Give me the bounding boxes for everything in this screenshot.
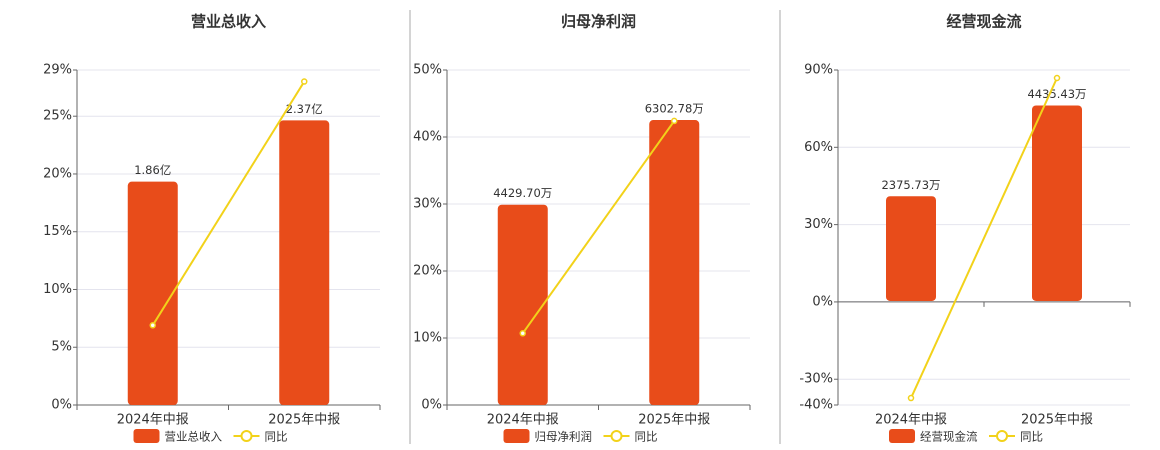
line	[521, 120, 676, 334]
legend-label: 同比	[1020, 430, 1043, 444]
x-tick-label: 2025年中报	[638, 413, 710, 428]
x-tick-label: 2024年中报	[117, 413, 189, 428]
bar	[886, 196, 936, 301]
legend-swatch	[133, 429, 160, 443]
bar	[127, 181, 178, 405]
line	[910, 77, 1058, 399]
line-point	[519, 330, 526, 337]
x-tick-label: 2025年中报	[268, 413, 340, 428]
y-tick-label: -40%	[799, 398, 833, 413]
legend-label: 经营现金流	[920, 430, 978, 444]
y-tick-label: 30%	[413, 197, 442, 212]
line-point	[149, 322, 156, 329]
legend-swatch	[610, 430, 623, 442]
line	[151, 81, 306, 326]
y-tick-label: 15%	[43, 224, 72, 239]
y-tick-label: 29%	[43, 63, 72, 78]
y-tick-label: 40%	[413, 130, 442, 145]
chart-title: 营业总收入	[191, 13, 266, 31]
y-tick-label: -30%	[799, 372, 833, 387]
x-tick-label: 2024年中报	[875, 413, 947, 428]
legend-label: 营业总收入	[165, 430, 223, 444]
y-tick-label: 20%	[43, 166, 72, 181]
y-tick-label: 25%	[43, 109, 72, 124]
bar	[649, 120, 700, 405]
chart-title: 归母净利润	[561, 13, 636, 31]
legend-swatch	[503, 429, 530, 443]
data-label: 4435.43万	[1027, 87, 1086, 101]
y-tick-label: 0%	[51, 398, 72, 413]
legend-swatch	[240, 430, 253, 442]
data-label: 2375.73万	[881, 178, 940, 192]
line-point	[907, 394, 915, 402]
y-tick-label: 0%	[812, 294, 833, 309]
legend-label: 同比	[635, 430, 658, 444]
y-tick-label: 20%	[413, 264, 442, 279]
data-label: 6302.78万	[645, 102, 704, 116]
legend-swatch	[996, 430, 1008, 442]
data-label: 4429.70万	[493, 186, 552, 200]
data-label: 1.86亿	[134, 163, 171, 177]
y-tick-label: 10%	[43, 282, 72, 297]
bar	[1032, 105, 1082, 301]
legend-label: 同比	[265, 430, 288, 444]
x-tick-label: 2024年中报	[487, 413, 559, 428]
y-tick-label: 5%	[51, 340, 72, 355]
bar	[497, 204, 548, 405]
x-tick-label: 2025年中报	[1021, 413, 1093, 428]
line-point	[1053, 74, 1061, 82]
line-point	[301, 78, 308, 85]
bar	[279, 120, 330, 405]
line-point	[671, 117, 678, 125]
legend-swatch	[889, 429, 915, 443]
chart-title: 经营现金流	[946, 13, 1021, 31]
y-tick-label: 90%	[804, 63, 833, 78]
legend-label: 归母净利润	[535, 430, 593, 444]
y-tick-label: 50%	[413, 63, 442, 78]
data-label: 2.37亿	[286, 102, 323, 116]
y-tick-label: 30%	[804, 217, 833, 232]
y-tick-label: 60%	[804, 140, 833, 155]
y-tick-label: 10%	[413, 331, 442, 346]
y-tick-label: 0%	[421, 398, 442, 413]
